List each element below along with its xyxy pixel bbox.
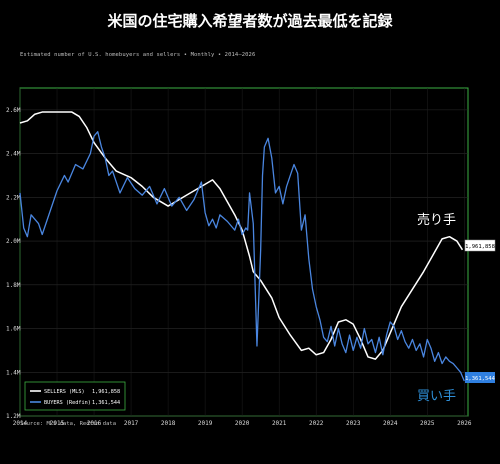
end-label-sellers-text: 1,961,858	[465, 244, 495, 250]
legend-box	[24, 381, 126, 411]
y-axis-ticks: 1.2M 1.4M 1.6M 1.8M 2.0M 2.2M 2.4M 2.6M	[6, 107, 21, 420]
x-axis-ticks: 2014 2015 2016 2017 2018 2019 2020 2021 2022 2023…	[13, 420, 472, 427]
x-tick-label: 2021	[272, 420, 287, 427]
x-tick-label: 2026	[457, 420, 472, 427]
end-label-sellers: 1,961,858	[464, 239, 496, 252]
y-tick-label: 1.8M	[6, 282, 21, 289]
legend-label-sellers: SELLERS (MLS)	[44, 389, 85, 395]
y-tick-label: 2.2M	[6, 194, 21, 201]
y-tick-label: 1.4M	[6, 369, 21, 376]
y-tick-label: 2.6M	[6, 107, 21, 114]
buyers-annotation: 買い手	[417, 389, 456, 404]
legend-value-sellers: 1,961,858	[92, 389, 120, 395]
x-tick-label: 2016	[87, 420, 102, 427]
chart-title: 米国の住宅購入希望者数が過去最低を記録	[107, 12, 393, 30]
x-tick-label: 2017	[124, 420, 139, 427]
chart-subtitle: Estimated number of U.S. homebuyers and …	[20, 52, 256, 58]
buyers-line	[19, 131, 465, 382]
grid-lines	[19, 88, 468, 417]
x-tick-label: 2014	[13, 420, 28, 427]
sellers-annotation: 売り手	[417, 212, 456, 228]
x-tick-label: 2015	[50, 420, 65, 427]
legend: SELLERS (MLS) 1,961,858 BUYERS (Redfin) …	[24, 381, 126, 411]
x-tick-label: 2023	[346, 420, 361, 427]
plot-frame	[19, 87, 469, 417]
x-tick-label: 2019	[198, 420, 213, 427]
series-lines	[19, 111, 465, 382]
y-tick-label: 2.0M	[6, 238, 21, 245]
x-tick-label: 2025	[420, 420, 435, 427]
legend-label-buyers: BUYERS (Redfin)	[44, 400, 91, 406]
y-tick-label: 2.4M	[6, 151, 21, 158]
x-tick-label: 2020	[235, 420, 250, 427]
end-label-sellers-bg	[464, 239, 496, 252]
legend-value-buyers: 1,361,544	[92, 400, 120, 406]
x-tick-label: 2018	[161, 420, 176, 427]
y-tick-label: 1.6M	[6, 326, 21, 333]
x-tick-label: 2022	[309, 420, 324, 427]
source-note: Source: MLS data, Redfin data	[20, 421, 117, 427]
x-tick-label: 2024	[383, 420, 398, 427]
y-tick-label: 1.2M	[6, 413, 21, 420]
sellers-line	[19, 111, 464, 360]
end-label-buyers-text: 1,361,544	[465, 376, 495, 382]
end-label-buyers: 1,361,544	[465, 372, 496, 383]
end-label-buyers-bg	[465, 372, 495, 383]
